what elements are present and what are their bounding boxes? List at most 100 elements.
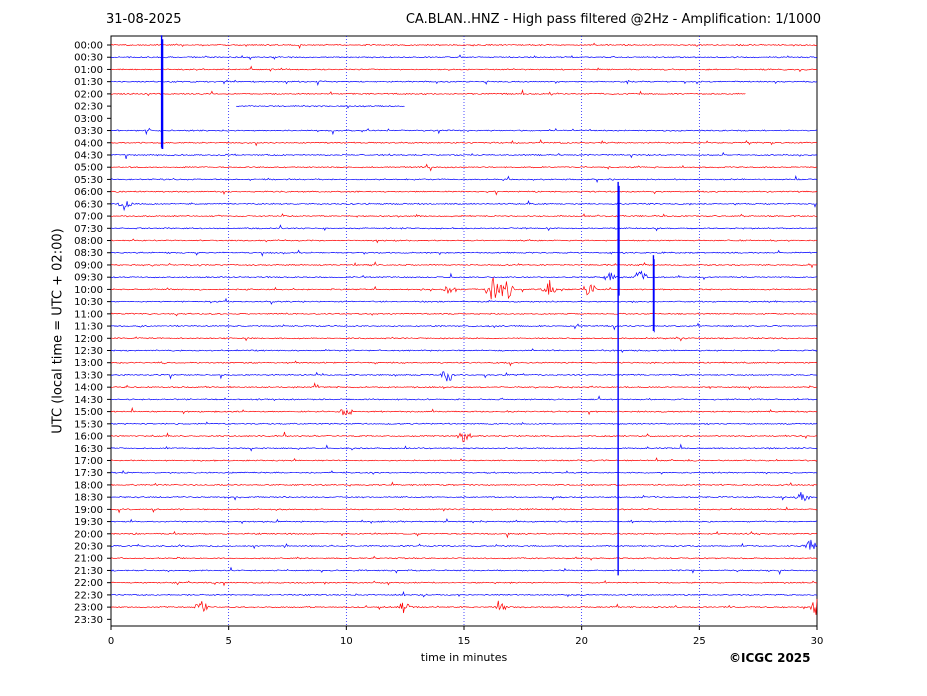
- y-tick-label-13:30: 13:30: [74, 370, 103, 381]
- trace-11:30: [110, 322, 818, 331]
- y-tick-label-20:00: 20:00: [74, 529, 103, 540]
- y-tick-label-16:00: 16:00: [74, 432, 103, 443]
- trace-04:00: [111, 139, 818, 147]
- y-tick-label-17:00: 17:00: [74, 456, 103, 467]
- y-tick-label-22:00: 22:00: [74, 578, 103, 589]
- trace-12:00: [111, 336, 818, 342]
- trace-17:00: [110, 457, 818, 462]
- trace-19:00: [110, 506, 818, 514]
- y-tick-label-18:00: 18:00: [74, 480, 103, 491]
- trace-06:30: [110, 200, 817, 212]
- y-tick-label-09:30: 09:30: [74, 273, 103, 284]
- y-tick-label-23:30: 23:30: [74, 615, 103, 626]
- y-tick-label-03:30: 03:30: [74, 126, 103, 137]
- y-tick-label-00:30: 00:30: [74, 53, 103, 64]
- y-tick-label-14:30: 14:30: [74, 395, 103, 406]
- y-tick-label-21:30: 21:30: [74, 566, 103, 577]
- y-tick-label-11:00: 11:00: [74, 309, 103, 320]
- plot-date: 31-08-2025: [106, 12, 182, 27]
- trace-19:30: [111, 518, 818, 525]
- trace-00:00: [110, 42, 818, 50]
- y-tick-label-12:00: 12:00: [74, 334, 103, 345]
- y-tick-label-01:30: 01:30: [74, 77, 103, 88]
- y-tick-label-06:30: 06:30: [74, 199, 103, 210]
- y-tick-label-22:30: 22:30: [74, 590, 103, 601]
- y-tick-label-01:00: 01:00: [74, 65, 103, 76]
- trace-00:30: [110, 54, 818, 61]
- y-tick-label-04:00: 04:00: [74, 138, 103, 149]
- trace-18:30: [110, 492, 818, 502]
- trace-20:00: [110, 530, 818, 539]
- y-tick-label-08:30: 08:30: [74, 248, 103, 259]
- trace-18:00: [110, 481, 818, 487]
- y-tick-label-19:30: 19:30: [74, 517, 103, 528]
- y-tick-label-17:30: 17:30: [74, 468, 103, 479]
- trace-01:30: [110, 79, 817, 86]
- trace-13:30: [110, 371, 818, 382]
- y-tick-label-12:30: 12:30: [74, 346, 103, 357]
- y-tick-label-05:30: 05:30: [74, 175, 103, 186]
- y-tick-label-08:00: 08:00: [74, 236, 103, 247]
- y-tick-label-02:30: 02:30: [74, 102, 103, 113]
- trace-10:00: [110, 277, 818, 300]
- plot-title: CA.BLAN..HNZ - High pass filtered @2Hz -…: [405, 12, 821, 27]
- trace-05:00: [110, 163, 818, 172]
- trace-20:30: [110, 539, 818, 550]
- y-tick-label-09:00: 09:00: [74, 260, 103, 271]
- trace-08:30: [110, 249, 817, 257]
- y-tick-label-15:00: 15:00: [74, 407, 103, 418]
- x-tick-label-5: 5: [225, 636, 231, 647]
- trace-13:00: [110, 360, 818, 367]
- trace-11:00: [110, 312, 817, 317]
- trace-04:30: [110, 151, 818, 159]
- trace-16:30: [110, 443, 818, 452]
- trace-03:30: [111, 127, 818, 136]
- y-tick-label-06:00: 06:00: [74, 187, 103, 198]
- copyright-credit: ©ICGC 2025: [729, 651, 811, 665]
- trace-02:00: [110, 88, 746, 97]
- y-tick-label-05:00: 05:00: [74, 163, 103, 174]
- y-tick-label-18:30: 18:30: [74, 493, 103, 504]
- y-tick-label-10:00: 10:00: [74, 285, 103, 296]
- y-tick-label-04:30: 04:30: [74, 150, 103, 161]
- y-tick-label-21:00: 21:00: [74, 554, 103, 565]
- trace-15:30: [110, 421, 818, 426]
- trace-07:30: [110, 224, 818, 232]
- trace-17:30: [110, 470, 818, 475]
- y-tick-label-11:30: 11:30: [74, 322, 103, 333]
- trace-15:00: [110, 406, 818, 416]
- trace-12:30: [111, 348, 818, 354]
- trace-22:30: [110, 590, 818, 598]
- trace-22:00: [110, 580, 817, 587]
- y-tick-label-10:30: 10:30: [74, 297, 103, 308]
- trace-06:00: [111, 189, 818, 196]
- trace-01:00: [111, 65, 818, 73]
- trace-08:00: [110, 238, 818, 244]
- trace-09:00: [110, 261, 818, 269]
- x-tick-label-25: 25: [693, 636, 706, 647]
- x-tick-label-10: 10: [340, 636, 353, 647]
- x-tick-label-30: 30: [811, 636, 824, 647]
- y-tick-label-16:30: 16:30: [74, 444, 103, 455]
- y-tick-label-07:00: 07:00: [74, 212, 103, 223]
- trace-21:30: [110, 566, 818, 576]
- y-tick-label-23:00: 23:00: [74, 603, 103, 614]
- y-tick-label-07:30: 07:30: [74, 224, 103, 235]
- trace-09:30: [110, 270, 818, 281]
- trace-16:00: [110, 431, 818, 443]
- y-tick-label-02:00: 02:00: [74, 89, 103, 100]
- y-tick-label-15:30: 15:30: [74, 419, 103, 430]
- x-tick-label-20: 20: [575, 636, 588, 647]
- trace-07:00: [110, 213, 818, 218]
- trace-14:00: [110, 382, 818, 391]
- x-tick-label-15: 15: [458, 636, 471, 647]
- trace-02:30: [236, 105, 405, 109]
- trace-14:30: [110, 395, 818, 402]
- trace-23:00: [110, 598, 818, 615]
- y-tick-label-20:30: 20:30: [74, 542, 103, 553]
- y-tick-label-00:00: 00:00: [74, 41, 103, 52]
- trace-10:30: [111, 297, 817, 305]
- trace-05:30: [110, 175, 818, 183]
- x-axis-label: time in minutes: [420, 651, 508, 664]
